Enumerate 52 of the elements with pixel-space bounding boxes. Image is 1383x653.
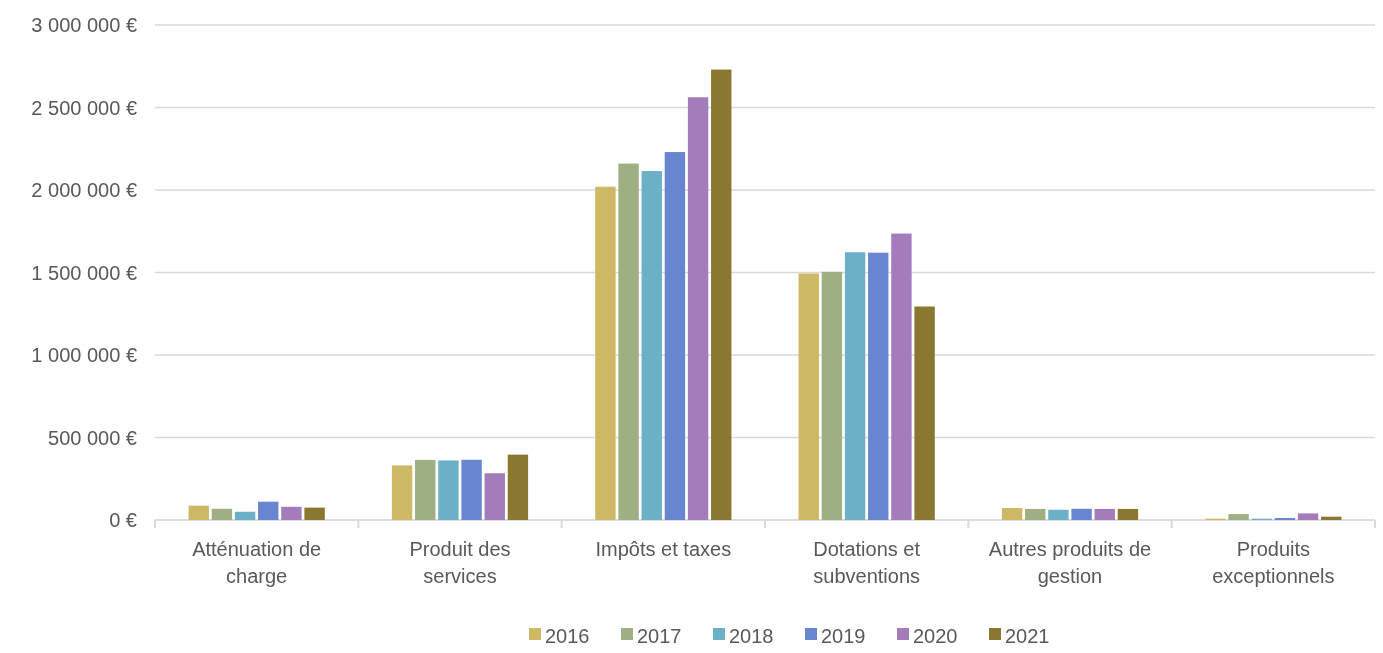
x-tick-label: Impôts et taxes (595, 538, 732, 560)
bar (1117, 508, 1139, 520)
legend-label: 2021 (1005, 625, 1050, 647)
legend-label: 2020 (913, 625, 958, 647)
legend-label: 2019 (821, 625, 866, 647)
bar (1228, 514, 1249, 520)
bar (1094, 508, 1115, 520)
bar (664, 152, 686, 520)
bar (844, 252, 866, 520)
legend-label: 2016 (545, 625, 590, 647)
x-tick-label: Atténuation de charge (192, 538, 322, 587)
bar (595, 186, 616, 520)
bar (258, 501, 279, 520)
bar (484, 473, 505, 520)
bar (914, 306, 935, 520)
y-tick-label: 500 000 € (48, 426, 137, 449)
bar (618, 163, 639, 520)
bar (461, 459, 482, 520)
bar (304, 507, 325, 520)
bar (798, 273, 819, 520)
bar (711, 69, 732, 520)
bar (821, 271, 843, 520)
legend-label: 2018 (729, 625, 774, 647)
bar (1321, 516, 1342, 520)
bar (868, 252, 889, 520)
y-tick-label: 1 500 000 € (31, 261, 137, 284)
x-tick-label: Autres produits de gestion (988, 538, 1152, 587)
y-tick-label: 3 000 000 € (31, 14, 137, 36)
x-tick-label: Produit des services (409, 538, 511, 587)
bar (234, 511, 256, 520)
x-tick-label: Produits exceptionnels (1212, 538, 1335, 587)
legend-label: 2017 (637, 625, 682, 647)
bar (211, 508, 233, 520)
bar (641, 171, 662, 520)
y-tick-label: 2 500 000 € (31, 96, 137, 119)
bar (391, 465, 413, 520)
bar (438, 460, 459, 520)
x-tick-label: Dotations et subventions (813, 538, 921, 587)
y-tick-label: 2 000 000 € (31, 179, 137, 201)
y-tick-label: 1 000 000 € (31, 344, 137, 366)
bar (891, 233, 912, 520)
bar (1071, 508, 1092, 520)
bar (1025, 508, 1046, 520)
bar (188, 505, 209, 520)
y-tick-label: 0 € (109, 509, 137, 531)
bar (415, 459, 436, 520)
bar (281, 506, 302, 520)
bar (1001, 507, 1023, 520)
bar (687, 97, 709, 520)
bar (507, 454, 529, 520)
bar (1297, 513, 1319, 520)
bar (1048, 509, 1069, 520)
